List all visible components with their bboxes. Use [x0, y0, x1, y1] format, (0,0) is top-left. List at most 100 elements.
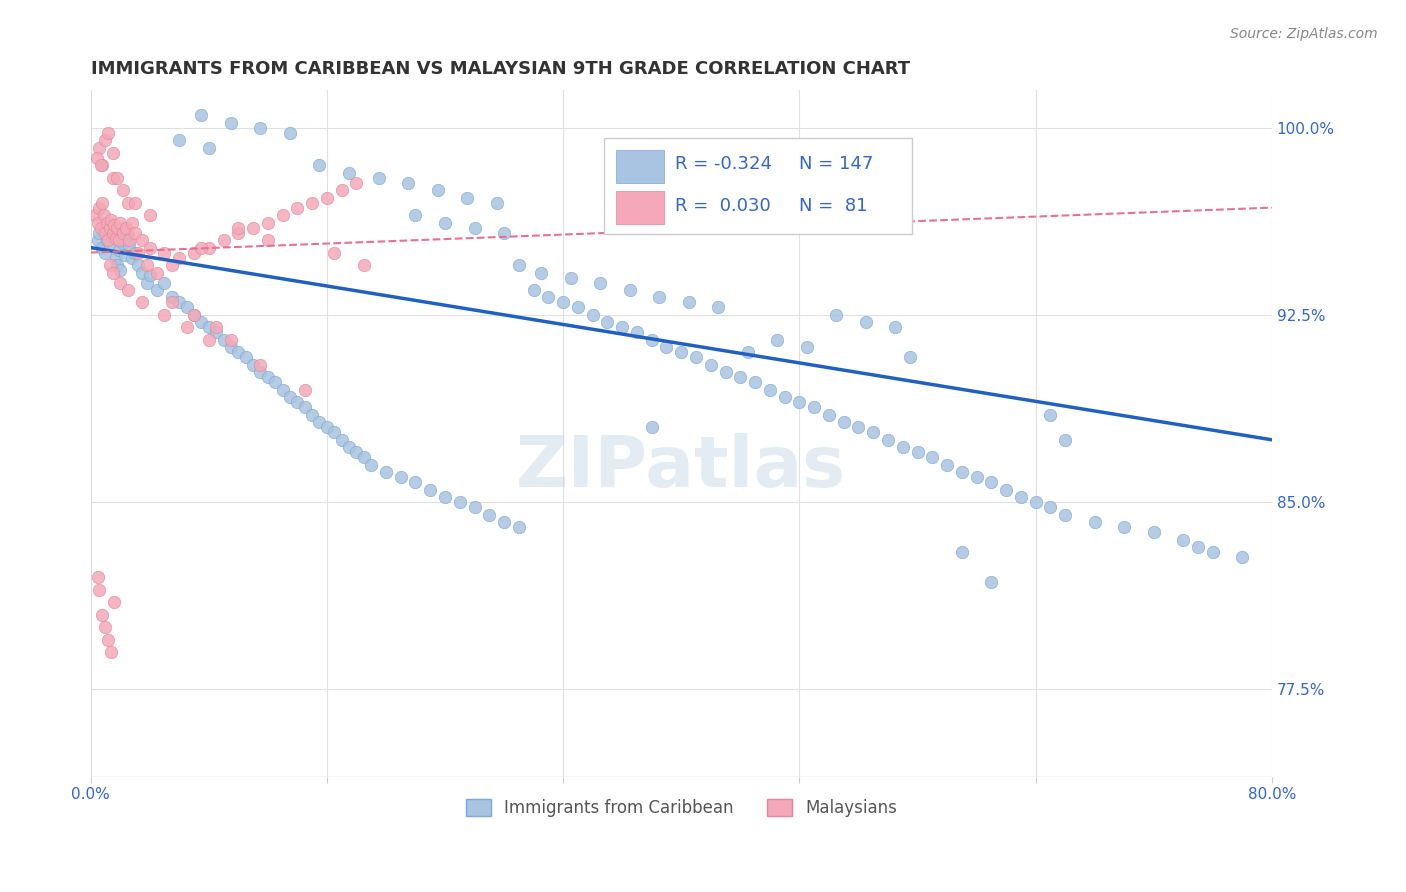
Point — [127, 258, 149, 272]
Point — [249, 120, 271, 135]
Point — [94, 245, 117, 260]
Point — [121, 216, 143, 230]
Point — [308, 415, 330, 429]
Point — [884, 320, 907, 334]
Point — [396, 176, 419, 190]
Point — [464, 500, 486, 515]
Point — [127, 245, 149, 260]
Point — [434, 490, 457, 504]
Point — [93, 208, 115, 222]
Point — [97, 632, 120, 647]
Point — [1232, 550, 1254, 565]
Point — [118, 233, 141, 247]
Point — [138, 208, 160, 222]
Point — [1202, 545, 1225, 559]
Point — [197, 141, 219, 155]
Point — [91, 607, 114, 622]
Point — [249, 365, 271, 379]
Point — [1173, 533, 1195, 547]
Point — [596, 316, 619, 330]
Point — [176, 301, 198, 315]
Point — [404, 208, 426, 222]
Point — [97, 226, 120, 240]
Point — [1025, 495, 1047, 509]
Point — [94, 133, 117, 147]
Point — [921, 450, 943, 465]
Point — [271, 208, 294, 222]
Point — [278, 390, 301, 404]
Point — [167, 133, 190, 147]
Point — [153, 308, 176, 322]
Point — [89, 226, 111, 240]
Point — [96, 216, 118, 230]
Point — [160, 258, 183, 272]
Point — [100, 645, 122, 659]
Point — [950, 545, 973, 559]
Point — [197, 320, 219, 334]
Point — [759, 383, 782, 397]
Point — [612, 320, 634, 334]
Point — [315, 191, 337, 205]
Point — [367, 170, 389, 185]
Point — [294, 383, 316, 397]
Text: N = 147: N = 147 — [800, 155, 873, 173]
Point — [330, 433, 353, 447]
Point — [98, 258, 121, 272]
Point — [219, 340, 242, 354]
Point — [103, 595, 125, 609]
Point — [87, 216, 110, 230]
Point — [730, 370, 752, 384]
Point — [766, 333, 789, 347]
Point — [537, 291, 560, 305]
Point — [160, 295, 183, 310]
Point — [205, 320, 228, 334]
Point — [197, 241, 219, 255]
Point — [256, 233, 278, 247]
Point — [567, 301, 589, 315]
Point — [101, 226, 124, 240]
Point — [714, 365, 737, 379]
Point — [105, 170, 128, 185]
Point — [87, 233, 110, 247]
Point — [1039, 408, 1062, 422]
Point — [803, 401, 825, 415]
Point — [97, 233, 120, 247]
Point — [87, 570, 110, 584]
Point — [93, 220, 115, 235]
Point — [153, 276, 176, 290]
Point — [124, 226, 146, 240]
Point — [855, 316, 877, 330]
Point — [891, 440, 914, 454]
Point — [508, 258, 530, 272]
Point — [589, 276, 612, 290]
Legend: Immigrants from Caribbean, Malaysians: Immigrants from Caribbean, Malaysians — [458, 792, 904, 823]
Point — [112, 235, 135, 250]
Point — [226, 345, 249, 359]
Point — [980, 575, 1002, 590]
Point — [96, 233, 118, 247]
Point — [89, 201, 111, 215]
Point — [86, 151, 108, 165]
Point — [825, 308, 848, 322]
Point — [190, 241, 212, 255]
Point — [89, 141, 111, 155]
Point — [97, 126, 120, 140]
Point — [138, 268, 160, 282]
Point — [108, 216, 131, 230]
Point — [278, 126, 301, 140]
Text: IMMIGRANTS FROM CARIBBEAN VS MALAYSIAN 9TH GRADE CORRELATION CHART: IMMIGRANTS FROM CARIBBEAN VS MALAYSIAN 9… — [90, 60, 910, 78]
Point — [308, 158, 330, 172]
Point — [183, 308, 205, 322]
Point — [117, 228, 139, 243]
Point — [323, 245, 346, 260]
Point — [105, 258, 128, 272]
Point — [235, 351, 257, 365]
Point — [101, 266, 124, 280]
Text: ZIPatlas: ZIPatlas — [516, 434, 846, 502]
Point — [103, 218, 125, 232]
Point — [91, 158, 114, 172]
Point — [434, 216, 457, 230]
Point — [153, 245, 176, 260]
Point — [353, 258, 375, 272]
Point — [117, 283, 139, 297]
